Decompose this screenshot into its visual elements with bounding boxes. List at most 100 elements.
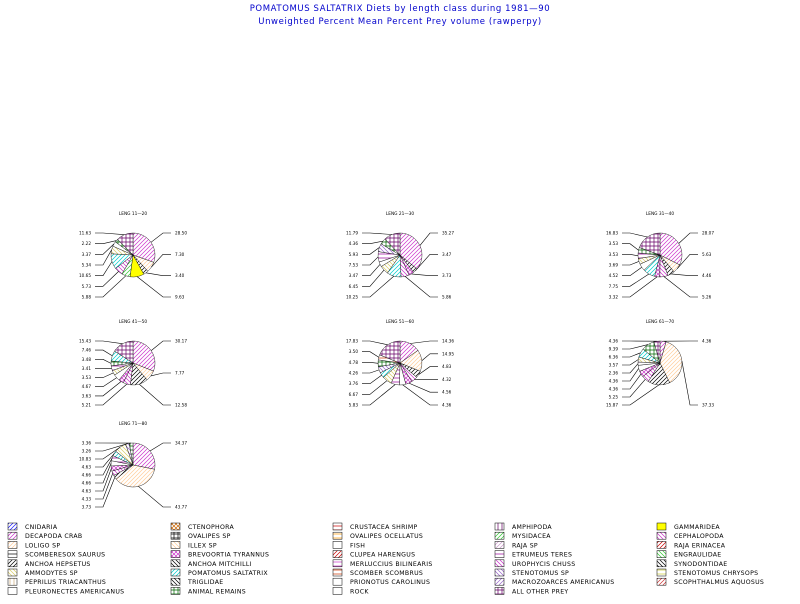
legend-item-ammodytes-sp: AMMODYTES SP bbox=[8, 569, 78, 577]
legend-swatch bbox=[495, 569, 504, 576]
value-label: 28.07 bbox=[702, 231, 714, 236]
legend-item-cephalopoda: CEPHALOPODA bbox=[657, 532, 724, 540]
legend-label: SCOMBERESOX SAURUS bbox=[25, 552, 105, 559]
value-label: 3.57 bbox=[609, 363, 619, 368]
legend-label: ROCK bbox=[350, 588, 369, 595]
value-label: 37.33 bbox=[702, 403, 714, 408]
pie-title: LENG 31—40 bbox=[646, 211, 675, 217]
leader-line bbox=[409, 383, 438, 392]
pie-title: LENG 41—50 bbox=[119, 319, 148, 325]
leader-line bbox=[622, 385, 659, 405]
value-label: 4.26 bbox=[349, 371, 359, 376]
value-label: 3.26 bbox=[82, 449, 92, 454]
value-label: 28.50 bbox=[175, 231, 187, 236]
legend-item-amphipoda: AMPHIPODA bbox=[495, 523, 552, 531]
pie-leng-21-30: LENG 21—3011.794.365.937.533.476.4510.25… bbox=[346, 211, 454, 300]
legend-swatch bbox=[333, 560, 342, 567]
legend-label: UROPHYCIS CHUSS bbox=[512, 561, 575, 568]
legend-item-scomber-scombrus: SCOMBER SCOMBRUS bbox=[333, 569, 423, 577]
leader-line bbox=[95, 350, 112, 356]
leader-line bbox=[146, 273, 171, 276]
legend-swatch bbox=[333, 532, 342, 539]
legend-label: ANCHOA MITCHILLI bbox=[188, 561, 252, 568]
value-label: 7.53 bbox=[349, 263, 359, 268]
legend-item-pleuronectes-americanus: PLEURONECTES AMERICANUS bbox=[8, 587, 124, 595]
legend-swatch bbox=[495, 532, 504, 539]
legend-swatch bbox=[657, 560, 666, 567]
leader-line bbox=[405, 276, 438, 297]
value-label: 35.27 bbox=[442, 231, 454, 236]
legend-swatch bbox=[495, 551, 504, 558]
legend-swatch bbox=[8, 523, 17, 530]
value-label: 11.79 bbox=[346, 231, 358, 236]
value-label: 3.41 bbox=[82, 366, 92, 371]
leader-line bbox=[420, 233, 438, 246]
legend-swatch bbox=[657, 532, 666, 539]
legend-swatch bbox=[8, 551, 17, 558]
pie-leng-71-80: LENG 71—803.363.2610.834.634.664.664.634… bbox=[79, 421, 187, 510]
legend-item-raja-sp: RAJA SP bbox=[495, 541, 538, 549]
leader-line bbox=[622, 374, 641, 389]
value-label: 4.32 bbox=[442, 377, 452, 382]
value-label: 12.58 bbox=[175, 403, 187, 408]
legend-swatch bbox=[495, 541, 504, 548]
legend-label: CNIDARIA bbox=[25, 524, 58, 531]
value-label: 11.63 bbox=[79, 231, 91, 236]
leader-line bbox=[95, 250, 112, 265]
legend-item-illex-sp: ILLEX SP bbox=[171, 541, 217, 549]
legend-label: AMMODYTES SP bbox=[25, 570, 78, 577]
value-label: 4.36 bbox=[609, 339, 619, 344]
value-label: 7.46 bbox=[82, 348, 92, 353]
value-label: 6.45 bbox=[349, 284, 359, 289]
legend-item-all-other-prey: ALL OTHER PREY bbox=[495, 587, 569, 595]
legend-label: PLEURONECTES AMERICANUS bbox=[25, 588, 124, 595]
leader-line bbox=[151, 373, 171, 376]
leader-line bbox=[362, 362, 378, 363]
legend-label: MYSIDACEA bbox=[512, 533, 551, 540]
value-label: 3.53 bbox=[609, 252, 619, 257]
pie-title: LENG 51—60 bbox=[386, 319, 415, 325]
legend-swatch bbox=[8, 532, 17, 539]
value-label: 9.39 bbox=[609, 347, 619, 352]
value-label: 5.93 bbox=[349, 252, 359, 257]
legend-label: BREVOORTIA TYRANNUS bbox=[188, 552, 269, 559]
value-label: 16.83 bbox=[606, 231, 618, 236]
legend-swatch bbox=[495, 560, 504, 567]
value-label: 3.73 bbox=[442, 273, 452, 278]
leader-line bbox=[682, 361, 698, 405]
value-label: 14.95 bbox=[442, 351, 454, 356]
legend-label: TRIGLIDAE bbox=[187, 579, 223, 586]
legend-label: MERLUCCIUS BILINEARIS bbox=[350, 561, 433, 568]
legend-label: LOLIGO SP bbox=[25, 542, 60, 549]
legend-swatch bbox=[171, 569, 180, 576]
value-label: 3.76 bbox=[349, 381, 359, 386]
legend-item-mysidacea: MYSIDACEA bbox=[495, 532, 551, 540]
value-label: 5.88 bbox=[82, 295, 92, 300]
legend-item-crustacea-shrimp: CRUSTACEA SHRIMP bbox=[333, 523, 418, 531]
legend-swatch bbox=[657, 541, 666, 548]
legend-label: CRUSTACEA SHRIMP bbox=[350, 524, 418, 531]
legend-label: ILLEX SP bbox=[188, 542, 217, 549]
legend-swatch bbox=[657, 569, 666, 576]
leader-line bbox=[622, 244, 639, 251]
legend-label: FISH bbox=[350, 542, 365, 549]
leader-line bbox=[362, 241, 383, 244]
pie-title: LENG 21—30 bbox=[386, 211, 415, 217]
leader-line bbox=[362, 375, 382, 384]
leader-line bbox=[137, 277, 171, 297]
legend-item-scomberesox-saurus: SCOMBERESOX SAURUS bbox=[8, 551, 105, 559]
pie-title: LENG 71—80 bbox=[119, 421, 148, 427]
pie-title: LENG 11—20 bbox=[119, 211, 148, 217]
pie-leng-51-60: LENG 51—6017.833.504.784.263.766.675.831… bbox=[346, 319, 454, 408]
legend-item-urophycis-chuss: UROPHYCIS CHUSS bbox=[495, 560, 575, 568]
legend-swatch bbox=[171, 560, 180, 567]
leader-line bbox=[362, 341, 388, 345]
legend-label: PEPRILUS TRIACANTHUS bbox=[25, 579, 106, 586]
leader-line bbox=[95, 378, 117, 387]
value-label: 5.21 bbox=[82, 403, 92, 408]
value-label: 3.50 bbox=[349, 349, 359, 354]
legend-label: POMATOMUS SALTATRIX bbox=[188, 570, 268, 577]
legend-item-macrozoarces-americanus: MACROZOARCES AMERICANUS bbox=[495, 578, 614, 586]
legend-item-animal-remains: ANIMAL REMAINS bbox=[171, 587, 246, 595]
